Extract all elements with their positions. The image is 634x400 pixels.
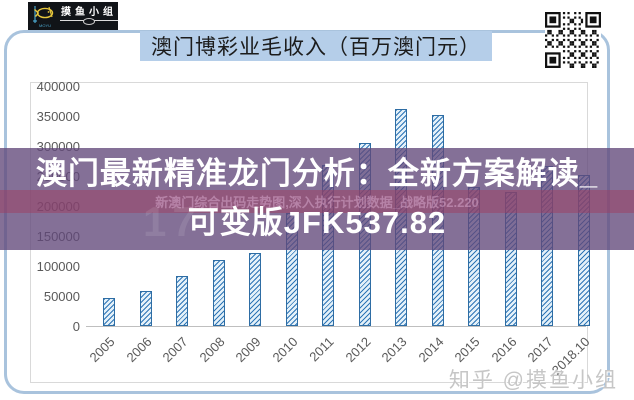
watermark-headline: 澳门最新精准龙门分析：全新方案解读_ 可变版JFK537.82	[0, 149, 634, 247]
x-axis-line	[86, 326, 586, 327]
y-tick-label: 0	[72, 319, 80, 334]
watermark-overlay-stripe	[0, 190, 634, 213]
faint-background-number: 17	[143, 198, 202, 245]
qr-code	[545, 12, 601, 68]
chart-title-highlight: 澳门博彩业毛收入（百万澳门元）	[140, 31, 492, 61]
bar-2008	[212, 260, 225, 326]
zhihu-watermark: 知乎 @摸鱼小组	[448, 369, 618, 392]
y-tick-label: 350000	[36, 109, 80, 124]
bar-2006	[139, 291, 152, 326]
mini-fish-icon	[83, 18, 95, 25]
fish-icon: MOYU	[33, 6, 54, 28]
bar-2005	[103, 298, 115, 326]
watermark-headline-line1: 澳门最新精准龙门分析：全新方案解读_	[35, 156, 599, 191]
logo-sub-text: MOYU	[39, 23, 51, 28]
bar-2009	[249, 253, 261, 326]
chart-title: 澳门博彩业毛收入（百万澳门元）	[151, 36, 481, 59]
watermark-stripe-text: 新澳门综合出码走势图,深入执行计划数据_战略版52.220	[155, 195, 479, 210]
bar-2007	[176, 276, 188, 326]
logo-underline	[60, 18, 118, 25]
y-tick-label: 50000	[43, 289, 80, 304]
watermark-headline-line2: 可变版JFK537.82	[187, 205, 447, 240]
y-tick-label: 400000	[36, 79, 80, 94]
logo-brand-text: 摸鱼小组	[61, 7, 117, 18]
y-tick-label: 100000	[36, 259, 80, 274]
brand-logo: MOYU 摸鱼小组	[28, 2, 118, 30]
